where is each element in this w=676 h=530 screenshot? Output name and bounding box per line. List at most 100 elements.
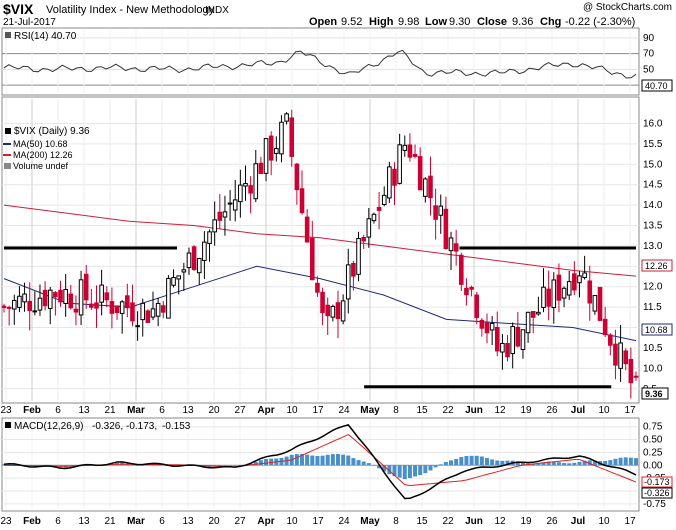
candle-body [572,273,577,291]
price-tick-label: 13.0 [643,241,663,252]
x-tick-label: 8 [393,516,399,527]
x-tick-label: 10 [598,405,610,416]
candle-body [361,236,366,242]
histogram-bar [443,461,448,466]
candle-body [27,300,32,312]
candle-body [633,375,639,378]
histogram-bar [479,456,484,466]
macd-tick-label: 0.00 [643,460,663,471]
x-tick-label: Mar [127,516,145,527]
candle-body [494,326,500,352]
histogram-bar [618,457,623,466]
candle-body [602,318,608,336]
ma200-line [3,204,637,277]
macd-legend-label: MACD(12,26,9) [14,421,83,432]
ohlc-chg-label: Chg [540,16,561,28]
ohlc-close-value: 9.36 [512,16,533,28]
candle-body [78,279,84,316]
candle-body [597,286,603,321]
histogram-bar [371,465,376,466]
x-tick-label: 15 [416,516,428,527]
candle-body [428,175,433,199]
x-tick-label: 10 [286,405,298,416]
histogram-bar [546,461,551,466]
macd-line [3,424,637,500]
macd-legend-value-3: -0.153 [162,421,191,432]
candle-body [613,343,618,366]
candle-body [325,304,331,317]
candle-body [217,211,223,221]
candle-body [140,302,146,321]
symbol-label: $VIX [3,1,34,17]
candle-body [551,279,557,309]
candle-body [345,264,351,300]
candle-body [274,148,279,154]
histogram-bar [603,460,608,466]
histogram-bar [351,458,356,466]
rsi-tick-label: 90 [643,33,655,44]
candle-body [63,289,68,304]
x-tick-label: May [360,405,380,416]
candle-body [109,301,115,314]
histogram-bar [484,457,489,466]
histogram-bar [608,460,613,466]
histogram-bar [53,465,58,467]
candle-body [371,213,377,222]
x-tick-label: 20 [208,516,220,527]
candle-body [366,218,372,238]
macd-tick-label: 0.50 [643,435,663,446]
histogram-bar [356,460,361,466]
ohlc-low-label: Low [425,16,447,28]
histogram-bar [387,465,392,475]
histogram-bar [490,459,495,466]
histogram-bar [228,465,233,466]
candle-body [520,329,526,351]
candle-body [536,311,541,315]
histogram-bar [520,462,525,466]
candle-body [186,252,192,269]
candle-body [469,286,474,290]
candle-body [294,163,300,191]
x-axis-bottom: 23 Feb 6 13 21 Mar 6 13 20 27 Apr 10 17 24 May 8 15 22 Jun… [0,516,636,527]
candle-body [340,300,346,322]
x-tick-label: 8 [393,405,399,416]
histogram-bar [130,464,135,466]
x-tick-label: 19 [520,405,532,416]
candle-body [263,138,269,174]
x-tick-label: 20 [208,405,220,416]
histogram-bar [320,455,325,466]
candle-body [32,310,38,313]
histogram-bar [361,461,366,466]
candle-body [484,322,490,334]
rsi-tick-label: 70 [643,49,655,60]
candle-body [510,326,515,355]
candle-body [155,302,161,317]
candle-body [582,272,587,279]
histogram-bar [330,454,335,466]
price-tick-label: 15.5 [643,139,663,150]
price-panel-frame [1,96,640,404]
candle-body [258,162,264,175]
histogram-bar [341,454,346,466]
x-tick-label: 10 [286,516,298,527]
x-tick-label: Mar [127,405,145,416]
candle-body [150,308,156,318]
rsi-legend: RSI(14) 40.70 [14,31,77,42]
candle-body [279,121,284,155]
candle-body [304,216,310,243]
x-tick-label: 23 [0,516,12,527]
candle-body [53,292,58,298]
x-tick-label: 6 [159,516,165,527]
chart-header: $VIX Volatility Index - New Methodology … [3,1,672,28]
candle-body [227,202,233,205]
histogram-bar [397,465,402,478]
histogram-bar [335,454,340,466]
histogram-bar [536,463,541,466]
histogram-bar [382,465,387,472]
histogram-bar [222,465,227,466]
ohlc-high-label: High [369,16,394,28]
histogram-bar [104,465,109,466]
x-tick-label: 22 [442,516,454,527]
x-tick-label: 12 [494,405,506,416]
candle-body [592,295,598,312]
